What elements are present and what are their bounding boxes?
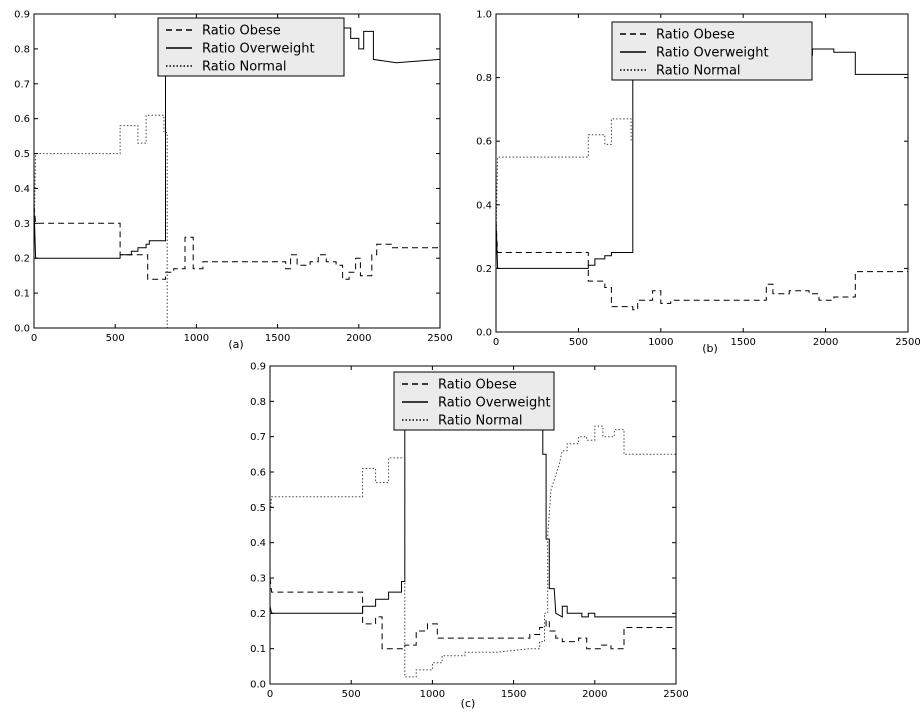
plot-frame	[33, 13, 441, 329]
series-line-ratio-normal	[496, 109, 634, 237]
plot-frame	[269, 365, 677, 685]
x-tick-label: 2000	[346, 333, 371, 344]
y-tick-label: 0.4	[476, 200, 492, 211]
x-tick-label: 2000	[582, 689, 607, 700]
chart-panel-2: 0 500 1000 1500 2000 2500 0.0 0.1 0.2 0.3 0.4 0.5 0.…	[250, 362, 689, 711]
series-line-ratio-overweight	[270, 429, 676, 618]
y-tick-label: 1.0	[476, 10, 492, 21]
x-tick-label: 1000	[184, 333, 209, 344]
legend-label: Ratio Normal	[438, 414, 523, 429]
y-tick-label: 0.8	[250, 397, 266, 408]
series-line-ratio-normal	[34, 114, 168, 328]
y-tick-label: 0.8	[476, 73, 492, 84]
legend-label: Ratio Overweight	[656, 46, 769, 61]
legend-label: Ratio Overweight	[438, 396, 551, 411]
x-tick-label: 1500	[265, 333, 290, 344]
x-tick-label: 2500	[663, 689, 688, 700]
x-tick-label: 0	[31, 333, 37, 344]
x-tick-label: 1500	[730, 337, 755, 348]
legend-box	[611, 21, 813, 81]
y-tick-label: 0.5	[250, 503, 266, 514]
legend: Ratio Obese Ratio Overweight Ratio Normal	[393, 371, 555, 431]
y-tick-label: 0.4	[250, 538, 266, 549]
legend: Ratio Obese Ratio Overweight Ratio Normal	[611, 21, 813, 81]
x-tick-label: 2000	[813, 337, 838, 348]
series-line-ratio-obese	[270, 577, 676, 650]
y-tick-label: 0.2	[14, 254, 30, 265]
x-tick-label: 500	[106, 333, 125, 344]
y-tick-label: 0.5	[14, 149, 30, 160]
y-tick-label: 0.4	[14, 184, 30, 195]
legend-label: Ratio Obese	[438, 378, 517, 393]
legend-label: Ratio Overweight	[202, 42, 315, 57]
legend-label: Ratio Obese	[656, 28, 735, 43]
legend-label: Ratio Obese	[202, 24, 281, 39]
y-tick-label: 0.3	[14, 219, 30, 230]
x-tick-label: 500	[569, 337, 588, 348]
legend-label: Ratio Normal	[202, 60, 287, 75]
chart-panel-0: 0 500 1000 1500 2000 2500 0.0 0.1 0.2 0.3 0.4 0.5 0.…	[14, 10, 453, 352]
x-tick-label: 2500	[895, 337, 920, 348]
plot-frame	[495, 13, 909, 333]
series-line-ratio-obese	[496, 220, 908, 311]
y-tick-label: 0.7	[14, 79, 30, 90]
panel-caption: (b)	[702, 342, 718, 355]
y-tick-label: 0.3	[250, 574, 266, 585]
y-tick-label: 0.9	[250, 362, 266, 373]
x-tick-label: 500	[342, 689, 361, 700]
y-tick-label: 0.6	[250, 468, 266, 479]
x-tick-label: 2500	[427, 333, 452, 344]
y-tick-label: 0.2	[476, 264, 492, 275]
panel-caption: (c)	[461, 697, 476, 710]
x-tick-label: 1000	[648, 337, 673, 348]
y-tick-label: 0.1	[14, 289, 30, 300]
y-tick-label: 0.0	[476, 328, 492, 339]
y-tick-label: 0.7	[250, 432, 266, 443]
y-tick-label: 0.0	[14, 324, 30, 335]
x-tick-label: 0	[493, 337, 499, 348]
y-tick-label: 0.0	[250, 680, 266, 691]
y-tick-label: 0.1	[250, 644, 266, 655]
legend-box	[157, 17, 345, 77]
y-tick-label: 0.6	[476, 137, 492, 148]
x-tick-label: 1000	[420, 689, 445, 700]
series-line-ratio-obese	[34, 205, 440, 280]
y-tick-label: 0.6	[14, 114, 30, 125]
y-tick-label: 0.9	[14, 10, 30, 21]
x-tick-label: 1500	[501, 689, 526, 700]
legend-label: Ratio Normal	[656, 64, 741, 79]
series-line-ratio-normal	[270, 425, 676, 678]
legend: Ratio Obese Ratio Overweight Ratio Normal	[157, 17, 345, 77]
panel-caption: (a)	[228, 338, 243, 351]
x-tick-label: 0	[267, 689, 273, 700]
y-tick-label: 0.2	[250, 609, 266, 620]
chart-panel-1: 0 500 1000 1500 2000 2500 0.0 0.2 0.4 0.6 0.8 1.0 Ra…	[476, 10, 921, 356]
y-tick-label: 0.8	[14, 44, 30, 55]
series-line-ratio-overweight	[496, 48, 908, 269]
